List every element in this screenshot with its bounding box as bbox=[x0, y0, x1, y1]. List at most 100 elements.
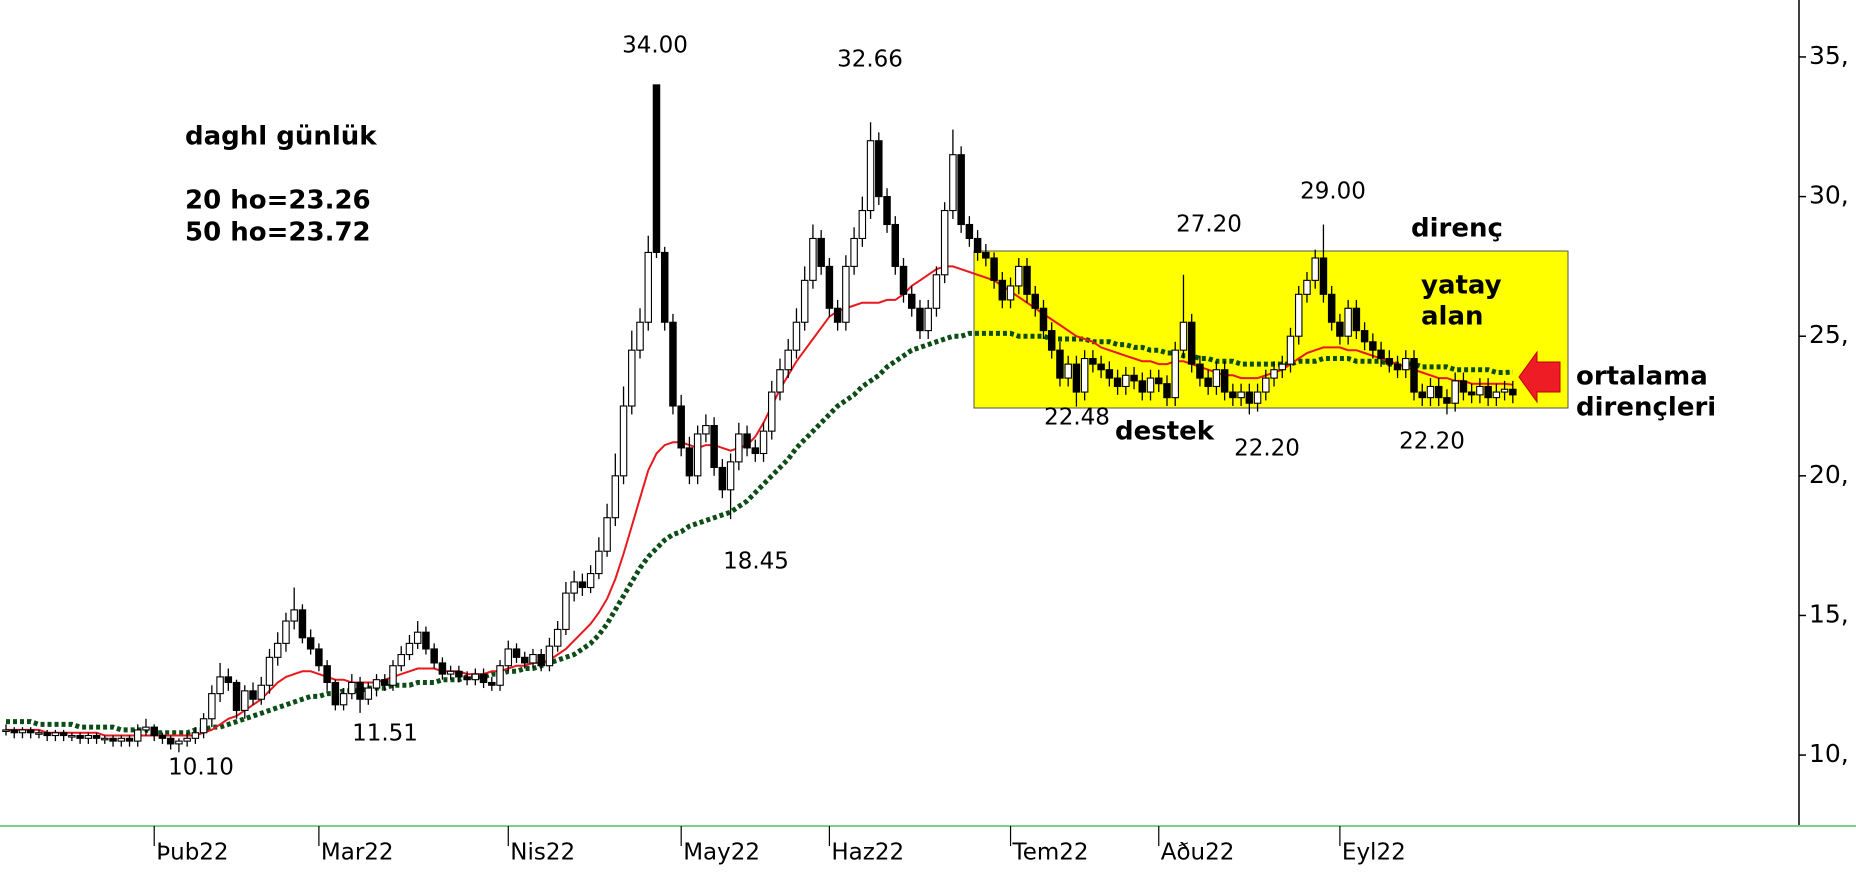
candle-body bbox=[1311, 257, 1319, 281]
candle-body bbox=[405, 642, 414, 656]
candle-body bbox=[850, 237, 858, 267]
x-tick-label: Tem22 bbox=[1012, 840, 1089, 866]
candle-body bbox=[990, 257, 998, 281]
candle-body bbox=[512, 648, 521, 658]
y-tick-label: 10, bbox=[1809, 739, 1849, 768]
x-tick-label: Haz22 bbox=[831, 840, 904, 866]
candle-body bbox=[249, 690, 257, 700]
candle-body bbox=[1187, 321, 1196, 365]
x-tick-label: Mar22 bbox=[321, 840, 394, 866]
candle-body bbox=[858, 209, 867, 240]
candle-body bbox=[1039, 307, 1048, 332]
candle-body bbox=[422, 631, 430, 650]
candle-body bbox=[191, 732, 200, 739]
candle-body bbox=[866, 140, 875, 212]
candle-body bbox=[595, 550, 603, 575]
candle-body bbox=[603, 517, 611, 552]
candle-body bbox=[957, 154, 965, 226]
candle-body bbox=[1360, 330, 1369, 343]
candle-body bbox=[1294, 293, 1303, 337]
candle-body bbox=[298, 609, 307, 639]
candle-body bbox=[1015, 265, 1023, 287]
candle-body bbox=[1253, 391, 1262, 404]
candle-body bbox=[372, 679, 381, 689]
candle-body bbox=[84, 734, 93, 739]
candle-body bbox=[1402, 357, 1410, 371]
x-tick-label: Þub22 bbox=[156, 840, 228, 866]
annotation: 22.20 bbox=[1234, 436, 1300, 462]
moving-average bbox=[6, 265, 1513, 737]
candle-body bbox=[520, 656, 529, 664]
candle-body bbox=[1377, 349, 1385, 360]
annotation: 50 ho=23.72 bbox=[185, 218, 371, 248]
annotation: 34.00 bbox=[622, 33, 688, 59]
candle-body bbox=[1426, 385, 1435, 399]
candle-body bbox=[669, 321, 677, 407]
candle-body bbox=[1410, 357, 1418, 393]
candle-body bbox=[92, 734, 101, 739]
candle-body bbox=[537, 653, 545, 667]
candle-body bbox=[1344, 307, 1352, 337]
candle-body bbox=[1204, 377, 1212, 388]
candle-body bbox=[1163, 383, 1171, 399]
moving-average bbox=[6, 330, 1513, 736]
candle-body bbox=[1369, 341, 1377, 351]
candle-body bbox=[1509, 388, 1517, 396]
candle-body bbox=[1262, 377, 1270, 393]
candle-body bbox=[1047, 330, 1056, 351]
y-tick-label: 35, bbox=[1809, 41, 1849, 70]
y-tick-label: 25, bbox=[1809, 320, 1849, 349]
annotation: direnç bbox=[1411, 214, 1503, 244]
annotation: dirençleri bbox=[1576, 393, 1716, 423]
candle-body bbox=[1138, 380, 1147, 393]
candle-body bbox=[306, 637, 315, 650]
candle-body bbox=[578, 581, 587, 589]
candle-body bbox=[1245, 391, 1254, 404]
candle-body bbox=[1393, 363, 1402, 371]
candle-body bbox=[916, 307, 924, 332]
candle-body bbox=[1171, 349, 1179, 399]
candle-body bbox=[611, 475, 620, 519]
candle-body bbox=[1089, 357, 1097, 365]
candle-body bbox=[545, 645, 554, 667]
candle-body bbox=[907, 293, 916, 309]
candle-body bbox=[743, 433, 751, 449]
candle-body bbox=[1155, 377, 1163, 385]
candle-body bbox=[496, 665, 504, 686]
candle-body bbox=[1031, 293, 1040, 309]
candle-body bbox=[224, 676, 233, 684]
candle-body bbox=[792, 321, 801, 351]
annotation: 18.45 bbox=[723, 549, 789, 575]
candle-body bbox=[940, 209, 949, 276]
candle-body bbox=[1196, 363, 1204, 379]
candle-body bbox=[833, 307, 842, 323]
candle-body bbox=[1179, 321, 1188, 351]
annotation: alan bbox=[1421, 302, 1484, 332]
candle-body bbox=[899, 265, 908, 295]
candle-body bbox=[677, 405, 685, 449]
x-tick-label: Nis22 bbox=[510, 840, 575, 866]
candle-body bbox=[1072, 363, 1081, 393]
candle-body bbox=[570, 581, 578, 594]
annotation: 22.48 bbox=[1044, 405, 1110, 431]
candle-body bbox=[553, 628, 562, 647]
candle-body bbox=[1459, 380, 1468, 393]
candle-body bbox=[142, 726, 150, 731]
candle-body bbox=[208, 693, 216, 720]
candle-body bbox=[51, 732, 60, 737]
candle-body bbox=[751, 447, 760, 455]
x-tick-label: Aðu22 bbox=[1161, 840, 1235, 866]
candle-body bbox=[1270, 369, 1278, 379]
candle-body bbox=[10, 729, 18, 734]
candle-body bbox=[59, 732, 68, 737]
candle-body bbox=[241, 690, 249, 711]
candle-body bbox=[26, 729, 35, 734]
candle-body bbox=[759, 430, 768, 455]
candle-body bbox=[1023, 265, 1031, 295]
candle-body bbox=[1418, 391, 1426, 399]
candle-body bbox=[1492, 391, 1501, 399]
candle-body bbox=[619, 405, 628, 477]
candle-body bbox=[43, 732, 51, 737]
annotation: 29.00 bbox=[1300, 179, 1366, 205]
candle-body bbox=[924, 307, 932, 332]
